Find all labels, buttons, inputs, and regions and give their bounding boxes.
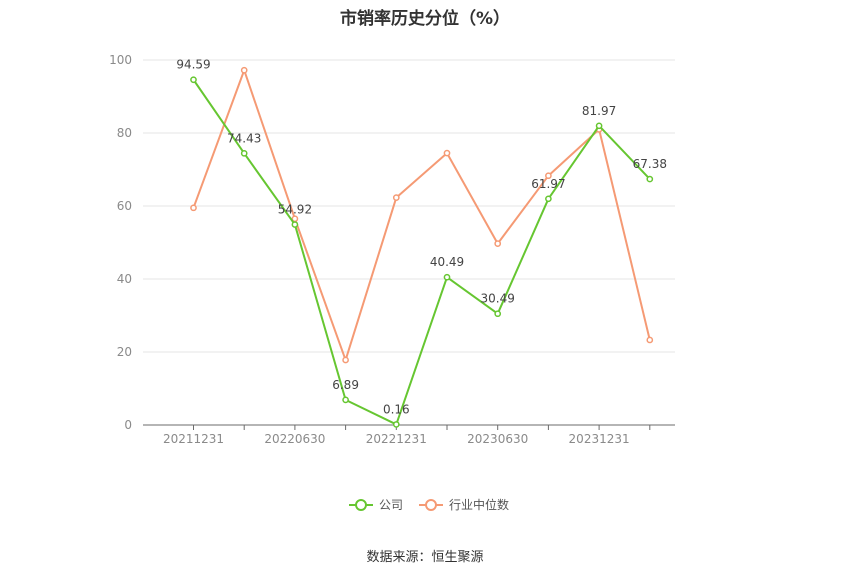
data-point [190,204,197,212]
legend: 公司 行业中位数 [349,497,509,512]
data-point [190,76,197,84]
data-point [494,310,502,318]
y-tick-label: 100 [109,53,132,67]
data-label: 61.97 [531,177,565,191]
data-point [291,221,299,228]
data-point [646,336,654,344]
chart-title: 市销率历史分位（%） [339,9,511,29]
data-label: 81.97 [582,104,616,118]
series-lines [190,66,654,428]
x-tick-label: 20221231 [366,432,427,446]
data-label: 40.49 [430,255,464,269]
legend-label: 行业中位数 [449,497,509,512]
grid-lines [143,59,675,353]
x-tick-label: 20220630 [264,432,325,446]
data-point [443,149,451,157]
data-label: 30.49 [481,292,515,306]
x-tick-label: 20211231 [163,432,224,446]
data-label: 94.59 [176,58,210,72]
legend-marker [425,499,437,511]
legend-label: 公司 [379,498,403,512]
data-label: 74.43 [227,131,261,145]
data-point [342,356,349,364]
data-point [240,149,248,157]
axes: 0 20 40 60 80 100 20211231 20220630 20221231 2023… [109,53,675,446]
data-labels: 94.59 74.43 54.92 6.89 0.16 40.49 30.49 61.97 81… [176,58,667,417]
data-point [595,122,603,130]
data-point [392,421,400,428]
data-source: 数据来源：恒生聚源 [366,550,484,565]
data-point [646,175,654,183]
data-point [240,66,248,74]
data-point [392,194,400,201]
data-label: 6.89 [332,378,359,392]
data-point [494,240,502,247]
data-point [545,195,552,203]
legend-marker [355,499,367,511]
y-tick-label: 20 [117,345,132,359]
y-tick-label: 40 [117,272,132,286]
data-label: 0.16 [383,402,410,416]
x-tick-label: 20230630 [467,432,528,446]
y-tick-label: 80 [117,126,132,140]
data-label: 67.38 [633,157,667,171]
series-line-行业中位数 [192,69,651,362]
data-point [342,396,349,404]
data-point [443,273,451,281]
y-tick-label: 60 [117,199,132,213]
x-tick-label: 20231231 [569,432,630,446]
data-label: 54.92 [278,203,312,217]
series-line-公司 [192,79,651,426]
data-point [545,172,552,180]
y-tick-label: 0 [124,418,132,432]
